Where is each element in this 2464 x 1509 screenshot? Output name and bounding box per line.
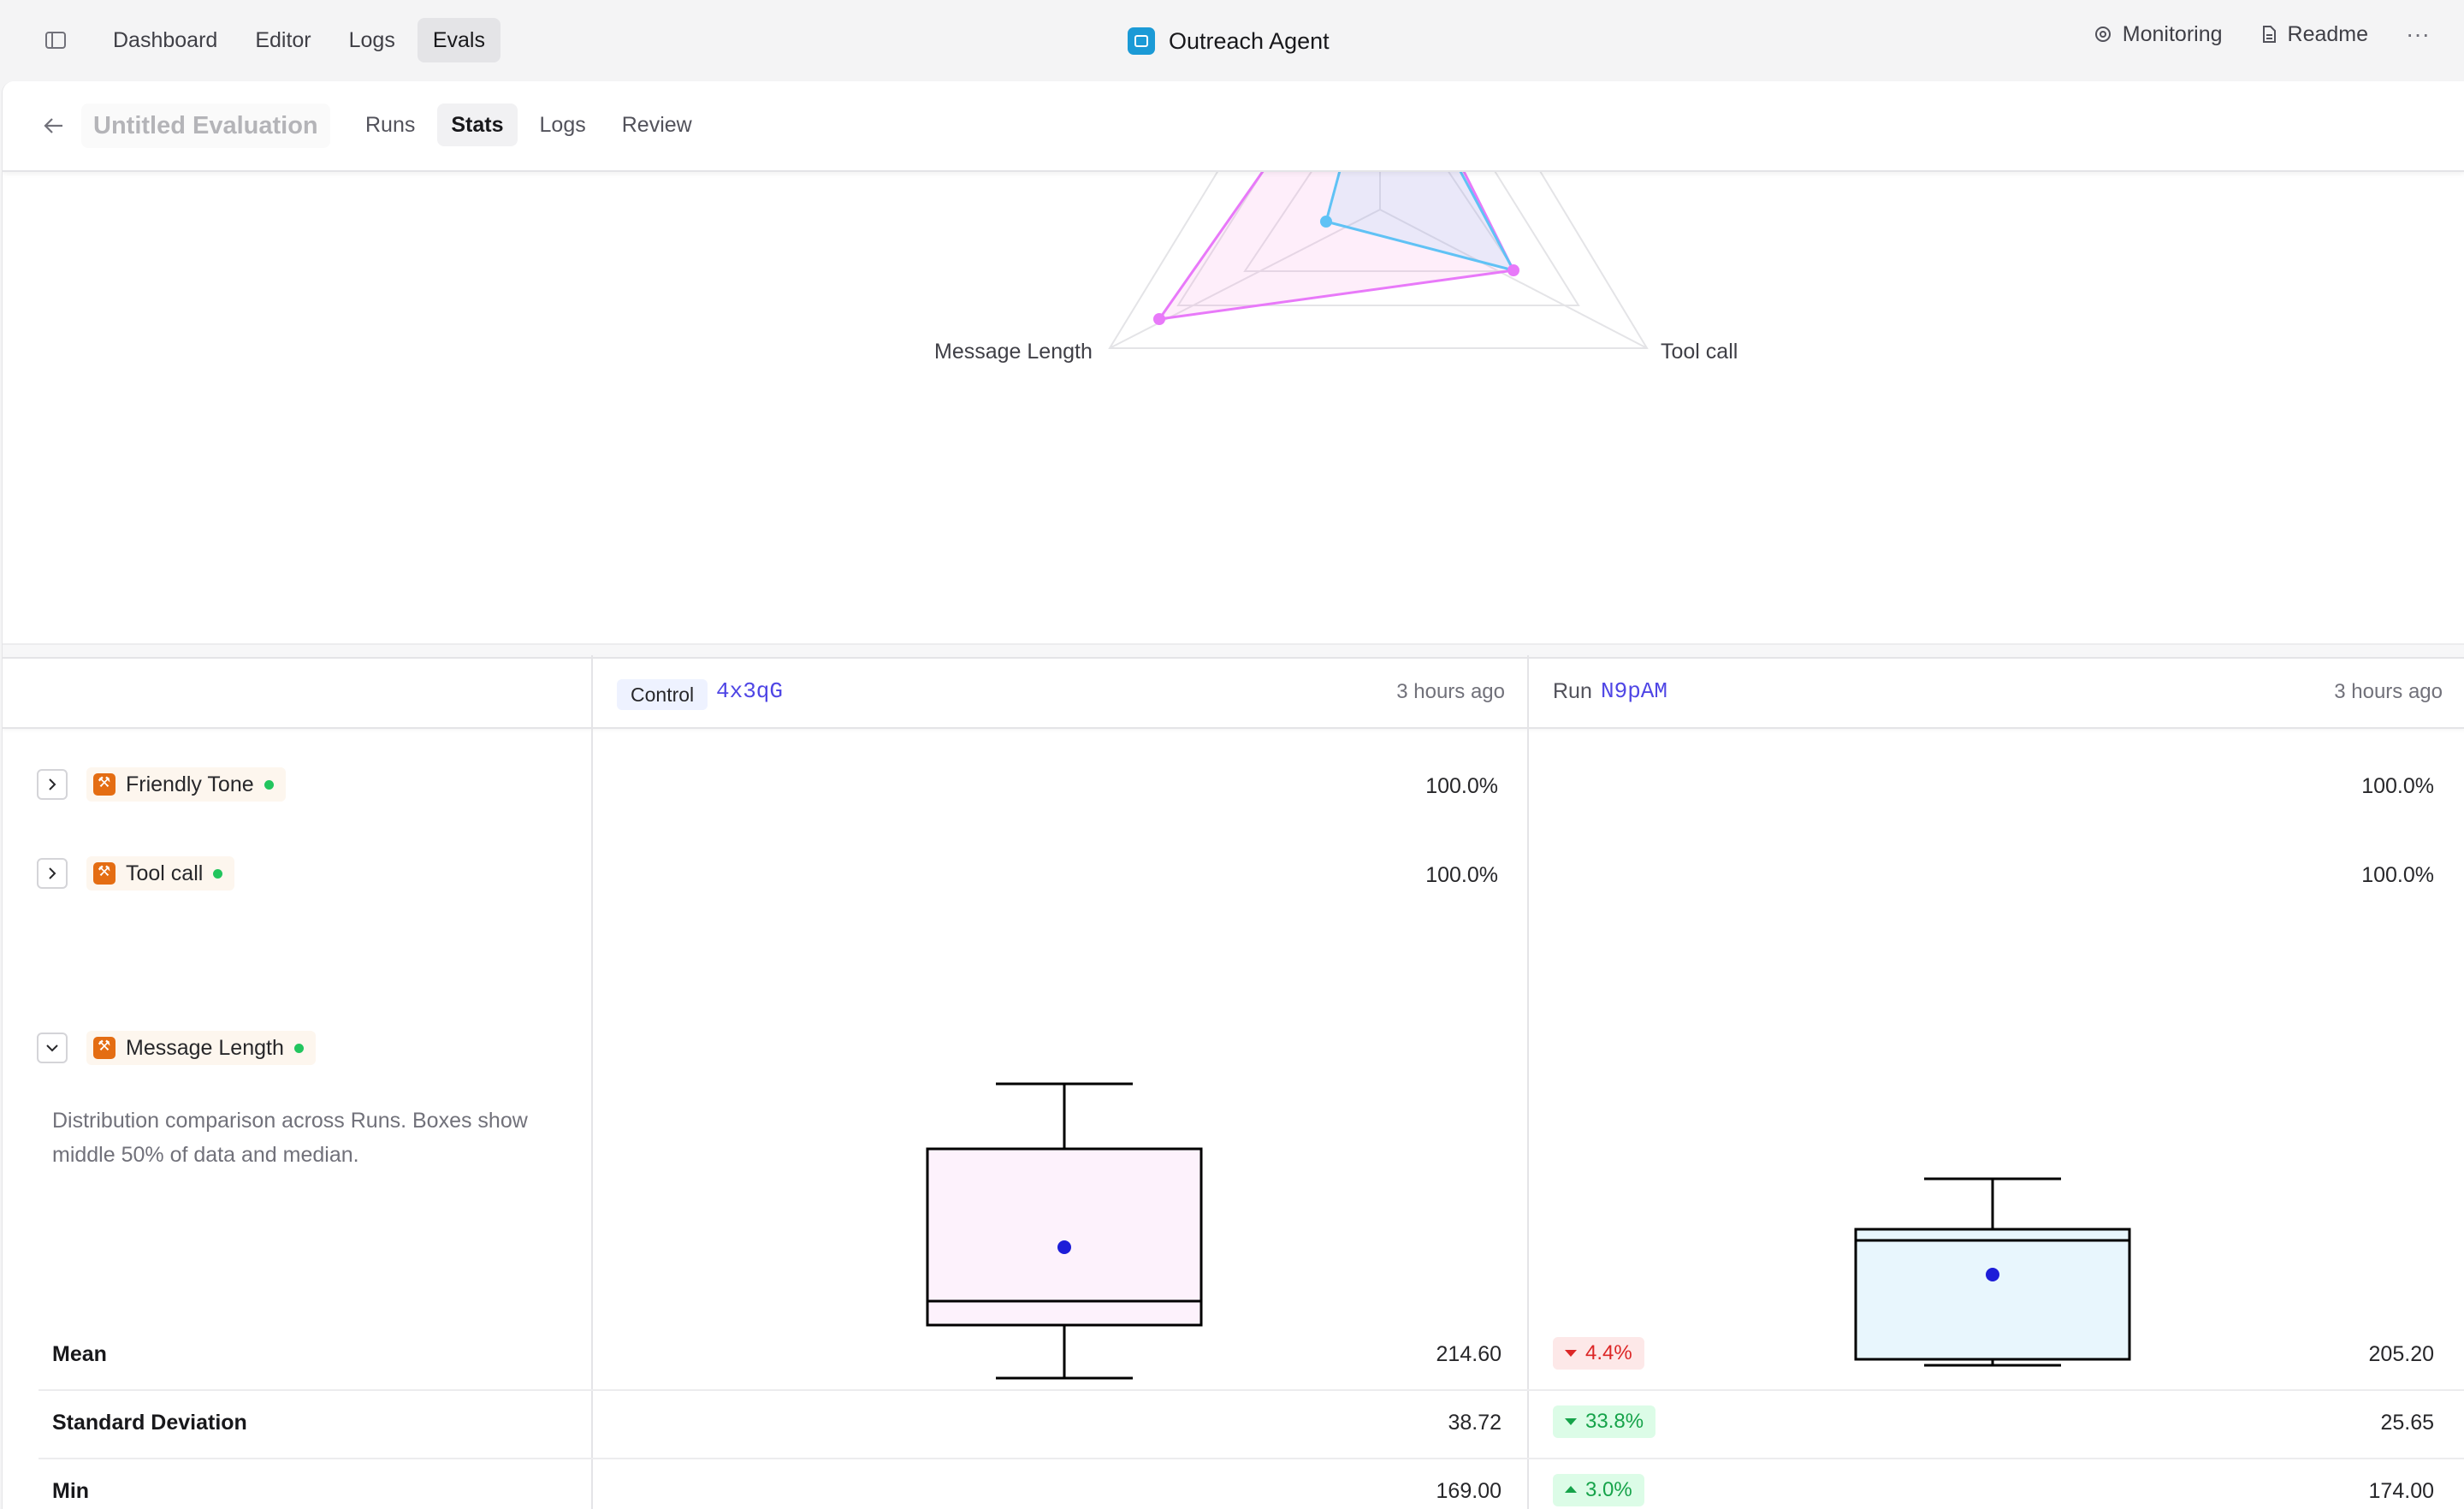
run-box-plot — [1854, 1177, 2131, 1367]
metric-friendly-tone[interactable]: Friendly Tone — [86, 767, 286, 802]
chevron-down-icon — [46, 1044, 58, 1052]
metric-tool-call[interactable]: Tool call — [86, 856, 235, 891]
metric-name: Message Length — [126, 1035, 284, 1060]
main-panel: Message Length Tool call Untitled Evalua… — [2, 81, 2464, 1509]
row-divider — [38, 1458, 2464, 1459]
stat-label-min: Min — [52, 1479, 90, 1503]
eval-header: Untitled Evaluation Runs Stats Logs Revi… — [3, 81, 2464, 172]
column-divider — [591, 655, 593, 1509]
row-divider — [38, 1389, 2464, 1391]
nav-editor[interactable]: Editor — [255, 28, 311, 52]
table-header — [3, 655, 2464, 729]
run-score: 100.0% — [2361, 774, 2434, 798]
control-timestamp: 3 hours ago — [1396, 680, 1505, 703]
more-options-icon[interactable]: ··· — [2406, 21, 2430, 47]
control-badge: Control — [617, 679, 708, 710]
scorer-icon — [93, 862, 116, 885]
sidebar-toggle-icon[interactable] — [43, 27, 68, 53]
status-dot — [213, 868, 223, 879]
monitoring-label: Monitoring — [2122, 21, 2223, 46]
monitoring-button[interactable]: Monitoring — [2094, 22, 2223, 47]
document-icon — [2262, 26, 2276, 43]
run-point-message-length — [1320, 216, 1332, 228]
tab-stats[interactable]: Stats — [437, 104, 518, 146]
chevron-right-icon — [49, 867, 56, 879]
radar-label-message-length: Message Length — [934, 340, 1093, 364]
app-icon — [1128, 27, 1155, 55]
metric-name: Friendly Tone — [126, 772, 254, 796]
section-divider — [3, 643, 2464, 659]
control-run-id[interactable]: 4x3qG — [716, 678, 784, 704]
control-score: 100.0% — [1425, 863, 1498, 887]
back-arrow-icon[interactable] — [42, 114, 66, 138]
status-dot — [293, 1043, 304, 1053]
collapse-message-length-button[interactable] — [37, 1033, 68, 1063]
tab-review[interactable]: Review — [621, 113, 692, 137]
nav-dashboard[interactable]: Dashboard — [113, 28, 218, 52]
monitoring-icon — [2094, 27, 2111, 42]
control-box-plot — [926, 1082, 1203, 1380]
tab-runs[interactable]: Runs — [365, 113, 416, 137]
readme-label: Readme — [2287, 21, 2369, 46]
app-title-text: Outreach Agent — [1169, 27, 1330, 54]
run-label: Run — [1553, 679, 1592, 703]
run-std-dev: 25.65 — [2380, 1411, 2434, 1435]
scorer-icon — [93, 773, 116, 796]
control-score: 100.0% — [1425, 774, 1498, 798]
nav-evals[interactable]: Evals — [417, 18, 500, 62]
app-title[interactable]: Outreach Agent — [1128, 22, 1330, 60]
top-actions: Monitoring Readme ··· — [2094, 21, 2430, 48]
metric-message-length[interactable]: Message Length — [86, 1031, 316, 1065]
nav-logs[interactable]: Logs — [348, 28, 395, 52]
readme-button[interactable]: Readme — [2260, 21, 2369, 47]
min-delta-badge: 3.0% — [1553, 1474, 1644, 1506]
column-divider — [1527, 655, 1529, 1509]
run-mean: 205.20 — [2368, 1342, 2434, 1366]
metric-name: Tool call — [126, 861, 204, 885]
tab-logs[interactable]: Logs — [539, 113, 586, 137]
top-bar: Dashboard Editor Logs Evals Outreach Age… — [0, 0, 2464, 81]
control-point-tool-call — [1507, 264, 1519, 276]
control-mean: 214.60 — [1436, 1342, 1502, 1366]
expand-tool-call-button[interactable] — [37, 858, 68, 889]
control-std-dev: 38.72 — [1448, 1411, 1502, 1435]
box-plot-description: Distribution comparison across Runs. Box… — [52, 1109, 528, 1167]
control-point-message-length — [1153, 313, 1165, 325]
mean-delta-badge: 4.4% — [1553, 1337, 1644, 1370]
scorer-icon — [93, 1037, 116, 1059]
main-nav: Dashboard Editor Logs Evals — [98, 18, 500, 62]
run-id[interactable]: N9pAM — [1601, 678, 1668, 704]
expand-friendly-tone-button[interactable] — [37, 769, 68, 800]
radar-label-tool-call: Tool call — [1661, 340, 1738, 364]
chevron-right-icon — [49, 778, 56, 790]
stat-label-mean: Mean — [52, 1342, 107, 1366]
evaluation-title[interactable]: Untitled Evaluation — [81, 104, 330, 148]
eval-tabs: Runs Stats Logs Review — [352, 104, 706, 146]
std-dev-delta-badge: 33.8% — [1553, 1405, 1656, 1438]
run-min: 174.00 — [2368, 1479, 2434, 1503]
run-timestamp: 3 hours ago — [2334, 680, 2443, 703]
status-dot — [264, 779, 274, 790]
run-score: 100.0% — [2361, 863, 2434, 887]
stat-label-std-dev: Standard Deviation — [52, 1411, 247, 1435]
control-min: 169.00 — [1436, 1479, 1502, 1503]
